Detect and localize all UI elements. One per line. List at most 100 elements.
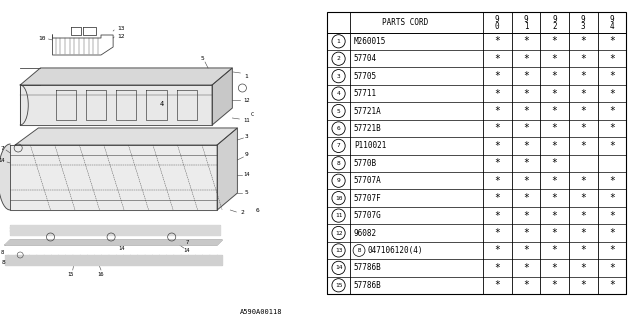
Text: B: B <box>357 248 361 253</box>
Text: *: * <box>552 89 557 99</box>
Text: 9: 9 <box>581 15 586 24</box>
Text: *: * <box>580 71 586 81</box>
Text: 13: 13 <box>118 26 125 30</box>
Text: 0: 0 <box>495 22 500 31</box>
Text: *: * <box>609 124 615 133</box>
Text: 7: 7 <box>337 143 340 148</box>
Text: *: * <box>494 263 500 273</box>
Text: *: * <box>494 71 500 81</box>
Text: 5: 5 <box>200 55 204 60</box>
Text: *: * <box>523 158 529 168</box>
Text: 57721A: 57721A <box>354 107 381 116</box>
Text: 10: 10 <box>335 196 342 201</box>
Text: 9: 9 <box>524 15 528 24</box>
Text: 5: 5 <box>337 108 340 114</box>
Text: *: * <box>552 245 557 255</box>
Text: 9: 9 <box>610 15 614 24</box>
Text: *: * <box>580 89 586 99</box>
Text: A590A00118: A590A00118 <box>240 309 283 315</box>
Text: 57721B: 57721B <box>354 124 381 133</box>
Text: 14: 14 <box>335 265 342 270</box>
Text: *: * <box>580 245 586 255</box>
Text: *: * <box>580 176 586 186</box>
Text: 12: 12 <box>335 230 342 236</box>
Text: *: * <box>580 141 586 151</box>
Text: 1: 1 <box>244 74 248 78</box>
Text: *: * <box>494 228 500 238</box>
Text: *: * <box>580 228 586 238</box>
Text: 12: 12 <box>243 98 250 102</box>
Text: 3: 3 <box>581 22 586 31</box>
Polygon shape <box>10 145 217 210</box>
Text: *: * <box>552 124 557 133</box>
Polygon shape <box>15 128 237 145</box>
Text: M260015: M260015 <box>354 37 387 46</box>
Text: PARTS CORD: PARTS CORD <box>382 18 428 27</box>
Text: *: * <box>494 280 500 290</box>
Text: 9: 9 <box>244 153 248 157</box>
Text: *: * <box>523 124 529 133</box>
Text: *: * <box>552 211 557 220</box>
Text: *: * <box>552 228 557 238</box>
Text: 11: 11 <box>243 117 250 123</box>
Text: 57707F: 57707F <box>354 194 381 203</box>
Text: 047106120(4): 047106120(4) <box>368 246 423 255</box>
Text: 14: 14 <box>184 247 190 252</box>
Text: *: * <box>609 280 615 290</box>
Text: 14: 14 <box>118 245 124 251</box>
Text: 3: 3 <box>244 133 248 139</box>
Text: *: * <box>580 280 586 290</box>
Text: 9: 9 <box>337 178 340 183</box>
Polygon shape <box>5 240 222 245</box>
Text: *: * <box>494 141 500 151</box>
Text: *: * <box>494 89 500 99</box>
Text: 6: 6 <box>255 207 259 212</box>
Text: 4: 4 <box>337 91 340 96</box>
Polygon shape <box>20 68 232 85</box>
Text: C: C <box>251 113 254 117</box>
Text: *: * <box>494 176 500 186</box>
Text: *: * <box>494 54 500 64</box>
Text: *: * <box>609 211 615 220</box>
Text: *: * <box>609 106 615 116</box>
Text: *: * <box>580 124 586 133</box>
Text: *: * <box>552 280 557 290</box>
Text: 57786B: 57786B <box>354 263 381 272</box>
Text: *: * <box>609 36 615 46</box>
Text: 5: 5 <box>244 189 248 195</box>
Polygon shape <box>212 68 232 125</box>
Text: *: * <box>580 36 586 46</box>
Text: *: * <box>580 106 586 116</box>
Text: 6: 6 <box>337 126 340 131</box>
Text: *: * <box>523 36 529 46</box>
Text: *: * <box>523 193 529 203</box>
Text: *: * <box>552 71 557 81</box>
Text: 12: 12 <box>118 34 125 38</box>
Text: 2: 2 <box>337 56 340 61</box>
Text: *: * <box>552 54 557 64</box>
Text: 7: 7 <box>0 146 4 150</box>
Text: 57711: 57711 <box>354 89 377 98</box>
Text: *: * <box>523 71 529 81</box>
Text: *: * <box>494 193 500 203</box>
Text: 8: 8 <box>1 251 4 255</box>
Text: 1: 1 <box>337 39 340 44</box>
Text: *: * <box>523 263 529 273</box>
Text: *: * <box>523 106 529 116</box>
Text: 15: 15 <box>67 273 74 277</box>
Text: 8: 8 <box>337 161 340 166</box>
Text: *: * <box>609 263 615 273</box>
Text: 8: 8 <box>1 260 5 266</box>
Text: *: * <box>523 54 529 64</box>
Text: *: * <box>580 263 586 273</box>
Polygon shape <box>217 128 237 210</box>
Text: *: * <box>580 211 586 220</box>
Text: *: * <box>609 71 615 81</box>
Text: 13: 13 <box>335 248 342 253</box>
Text: *: * <box>494 36 500 46</box>
Text: 15: 15 <box>335 283 342 288</box>
Text: 5770B: 5770B <box>354 159 377 168</box>
Text: *: * <box>609 193 615 203</box>
Text: *: * <box>609 54 615 64</box>
Text: *: * <box>523 89 529 99</box>
